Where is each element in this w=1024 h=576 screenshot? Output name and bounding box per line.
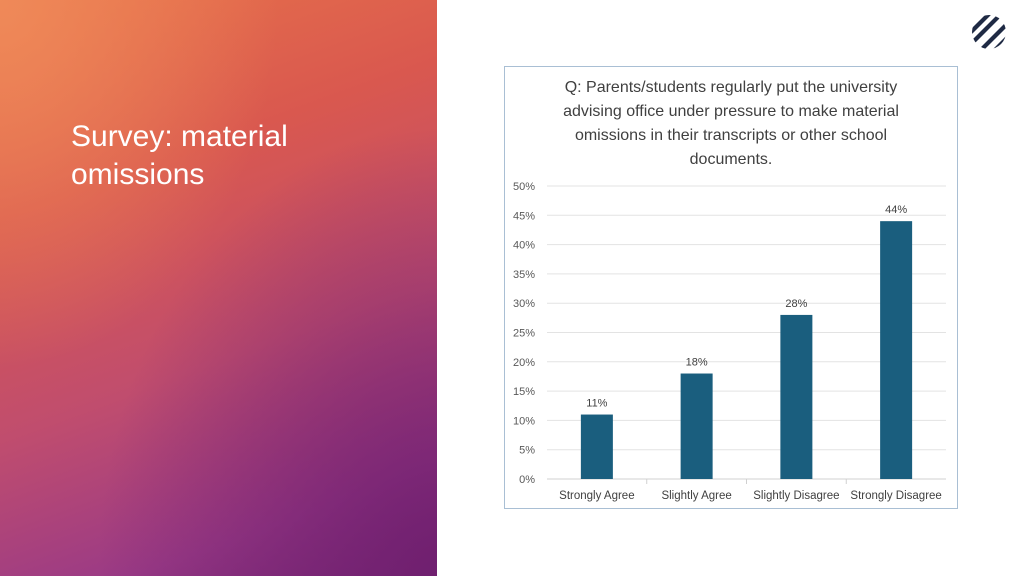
y-tick-label: 5% bbox=[519, 445, 535, 457]
y-tick-label: 15% bbox=[513, 386, 535, 398]
bar bbox=[880, 221, 913, 479]
y-tick-label: 40% bbox=[513, 240, 535, 252]
chart-title: Q: Parents/students regularly put the un… bbox=[563, 79, 899, 168]
title-panel: Survey: material omissions bbox=[0, 0, 437, 576]
data-label: 44% bbox=[885, 204, 907, 216]
y-tick-label: 20% bbox=[513, 357, 535, 369]
y-tick-label: 50% bbox=[513, 181, 535, 193]
bar bbox=[680, 373, 713, 479]
y-tick-label: 45% bbox=[513, 210, 535, 222]
data-label: 11% bbox=[586, 398, 607, 410]
y-tick-label: 35% bbox=[513, 269, 535, 281]
bar bbox=[780, 314, 813, 479]
category-label: Slightly Agree bbox=[661, 490, 731, 502]
data-label: 28% bbox=[785, 298, 807, 310]
y-tick-label: 0% bbox=[519, 474, 535, 486]
category-label: Strongly Disagree bbox=[850, 490, 941, 502]
y-tick-label: 10% bbox=[513, 415, 535, 427]
striped-circle-logo-icon bbox=[972, 15, 1006, 49]
category-label: Strongly Agree bbox=[559, 490, 634, 502]
bar bbox=[580, 414, 613, 479]
y-tick-label: 25% bbox=[513, 328, 535, 340]
category-label: Slightly Disagree bbox=[753, 490, 839, 502]
y-tick-label: 30% bbox=[513, 298, 535, 310]
slide-title: Survey: material omissions bbox=[71, 120, 288, 191]
data-label: 18% bbox=[686, 357, 708, 369]
